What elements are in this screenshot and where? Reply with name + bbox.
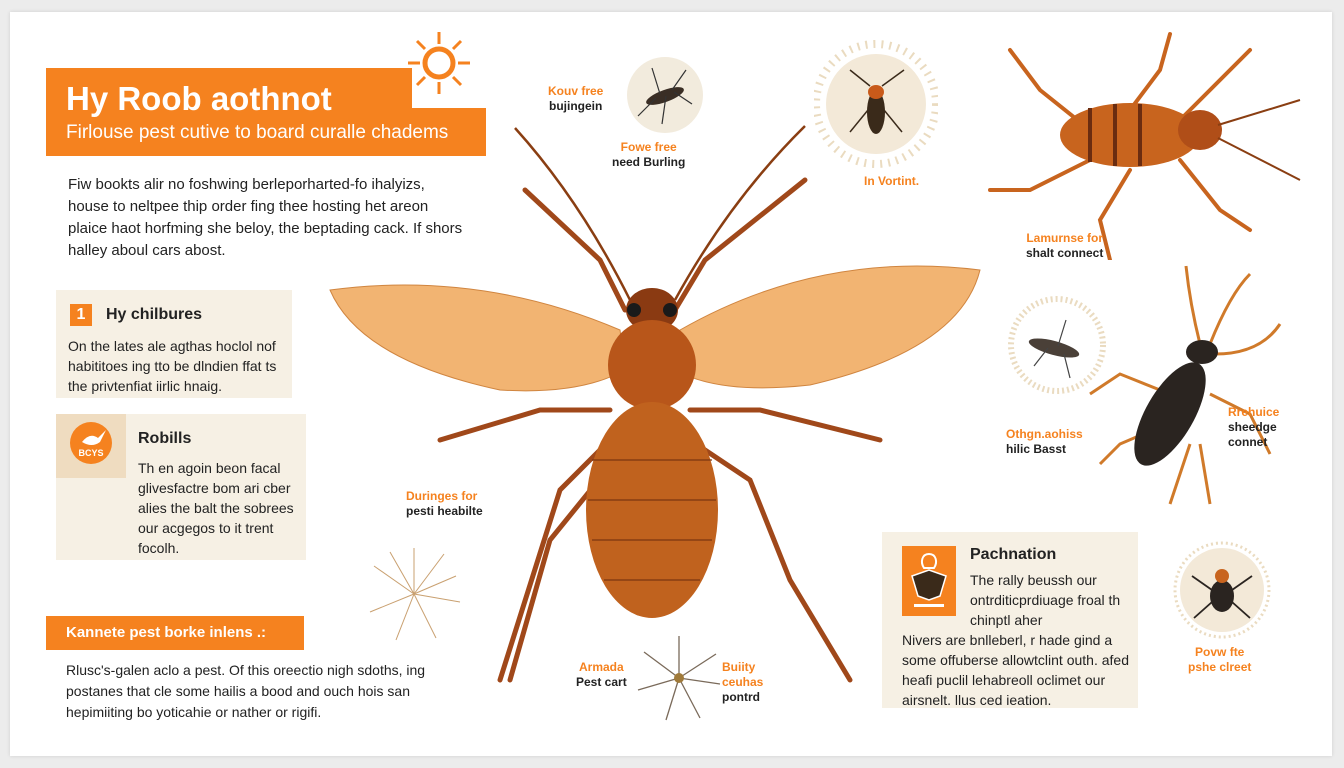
- small-insect-circle-3: [1008, 296, 1106, 394]
- label-9: Buiity ceuhas pontrd: [722, 660, 772, 705]
- main-insect-illustration: [329, 125, 981, 683]
- bottom-text: Rlusc's-galen aclo a pest. Of this oreec…: [66, 662, 426, 720]
- label-black: pesti heabilte: [406, 504, 483, 518]
- label-orange: Rrehuice: [1228, 405, 1280, 419]
- card-body: On the lates ale agthas hoclol nof habit…: [68, 338, 277, 394]
- insect-badge-icon: BCYS: [70, 422, 112, 464]
- label-7: Duringes for pesti heabilte: [406, 489, 483, 519]
- label-orange: Duringes for: [406, 489, 478, 503]
- label-2: Fowe free need Burling: [612, 140, 685, 170]
- label-8: Armada Pest cart: [576, 660, 627, 690]
- spider-illustration: [637, 636, 721, 721]
- label-orange: Kouv free: [548, 84, 604, 98]
- sun-icon: [408, 32, 470, 94]
- label-black: bujingein: [549, 99, 603, 113]
- label-1: Kouv free bujingein: [548, 84, 603, 114]
- card-title: Robills: [138, 430, 192, 447]
- cockroach-illustration-top-right: [988, 32, 1301, 260]
- info-card-1: 1 Hy chilbures On the lates ale agthas h…: [56, 290, 292, 398]
- label-10: Povw fte pshe clreet: [1188, 645, 1251, 675]
- small-insect-circle-2: [814, 40, 938, 168]
- label-black: sheedge connet: [1228, 420, 1277, 449]
- section-band: Kannete pest borke inlens .:: [46, 616, 304, 650]
- card-body: The rally beussh our ontrditicprdiuage f…: [970, 572, 1121, 628]
- intro-text: Fiw bookts alir no foshwing berleporhart…: [68, 176, 463, 259]
- svg-text:BCYS: BCYS: [78, 448, 103, 458]
- tick-circle: [1173, 541, 1271, 639]
- small-insect-circle-1: [627, 57, 703, 133]
- label-black: need Burling: [612, 155, 686, 169]
- label-orange: Buiity ceuhas: [722, 660, 764, 689]
- label-black: pontrd: [722, 690, 760, 704]
- label-orange: In Vortint.: [864, 174, 920, 188]
- card-title: Hy chilbures: [106, 306, 203, 323]
- card-body: Th en agoin beon facal glivesfactre bom …: [138, 460, 294, 556]
- label-orange: Fowe free: [620, 140, 677, 154]
- card-body-continued: Nivers are bnlleberl, r hade gind a some…: [902, 632, 1129, 708]
- label-orange: Povw fte: [1195, 645, 1245, 659]
- page-title: Hy Roob aothnot: [66, 80, 332, 117]
- hair-burst-left: [369, 548, 461, 641]
- info-card-2: BCYS Robills Th en agoin beon facal gliv…: [56, 414, 306, 560]
- label-black: hilic Basst: [1006, 442, 1067, 456]
- label-orange-2: pshe clreet: [1188, 660, 1252, 674]
- label-orange: Lamurnse for: [1026, 231, 1104, 245]
- page-subtitle: Firlouse pest cutive to board curalle ch…: [66, 122, 449, 143]
- title-banner: Hy Roob aothnot Firlouse pest cutive to …: [46, 68, 486, 156]
- label-orange: Armada: [579, 660, 624, 674]
- label-black: shalt connect: [1026, 246, 1104, 260]
- number-badge: 1: [70, 304, 92, 326]
- info-card-3: Pachnation The rally beussh our ontrditi…: [882, 532, 1138, 708]
- moth-badge-icon: [902, 546, 956, 616]
- dark-cockroach-illustration: [1089, 265, 1282, 505]
- card-title: Pachnation: [970, 546, 1057, 563]
- label-6: Othgn.aohiss hilic Basst: [1006, 427, 1083, 457]
- label-black: Pest cart: [576, 675, 627, 689]
- label-3: In Vortint.: [864, 174, 919, 189]
- label-5: Rrehuice sheedge connet: [1228, 405, 1288, 450]
- label-orange: Othgn.aohiss: [1006, 427, 1083, 441]
- label-4: Lamurnse for shalt connect: [1026, 231, 1103, 261]
